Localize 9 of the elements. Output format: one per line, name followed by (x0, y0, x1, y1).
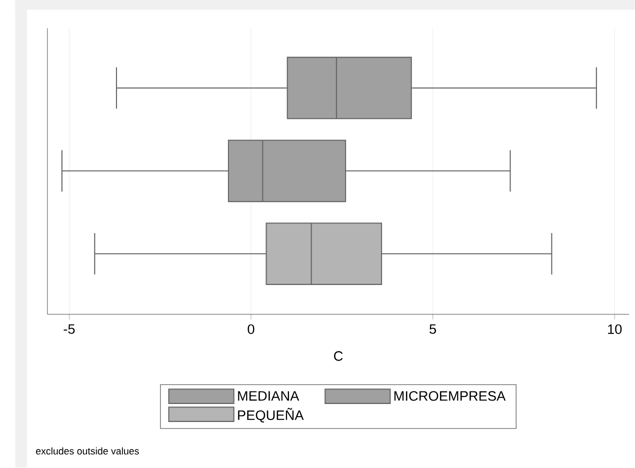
legend-label: PEQUEÑA (238, 408, 304, 423)
legend-label: MICROEMPRESA (394, 391, 506, 402)
x-tick-label: 5 (430, 324, 436, 334)
x-tick-label: -5 (64, 324, 75, 334)
x-tick-label: 0 (248, 324, 254, 334)
legend-label: MEDIANA (238, 391, 300, 401)
x-tick-label: 10 (608, 324, 622, 334)
text: excludes outside values (36, 448, 139, 455)
x-axis-title: C (334, 351, 343, 362)
